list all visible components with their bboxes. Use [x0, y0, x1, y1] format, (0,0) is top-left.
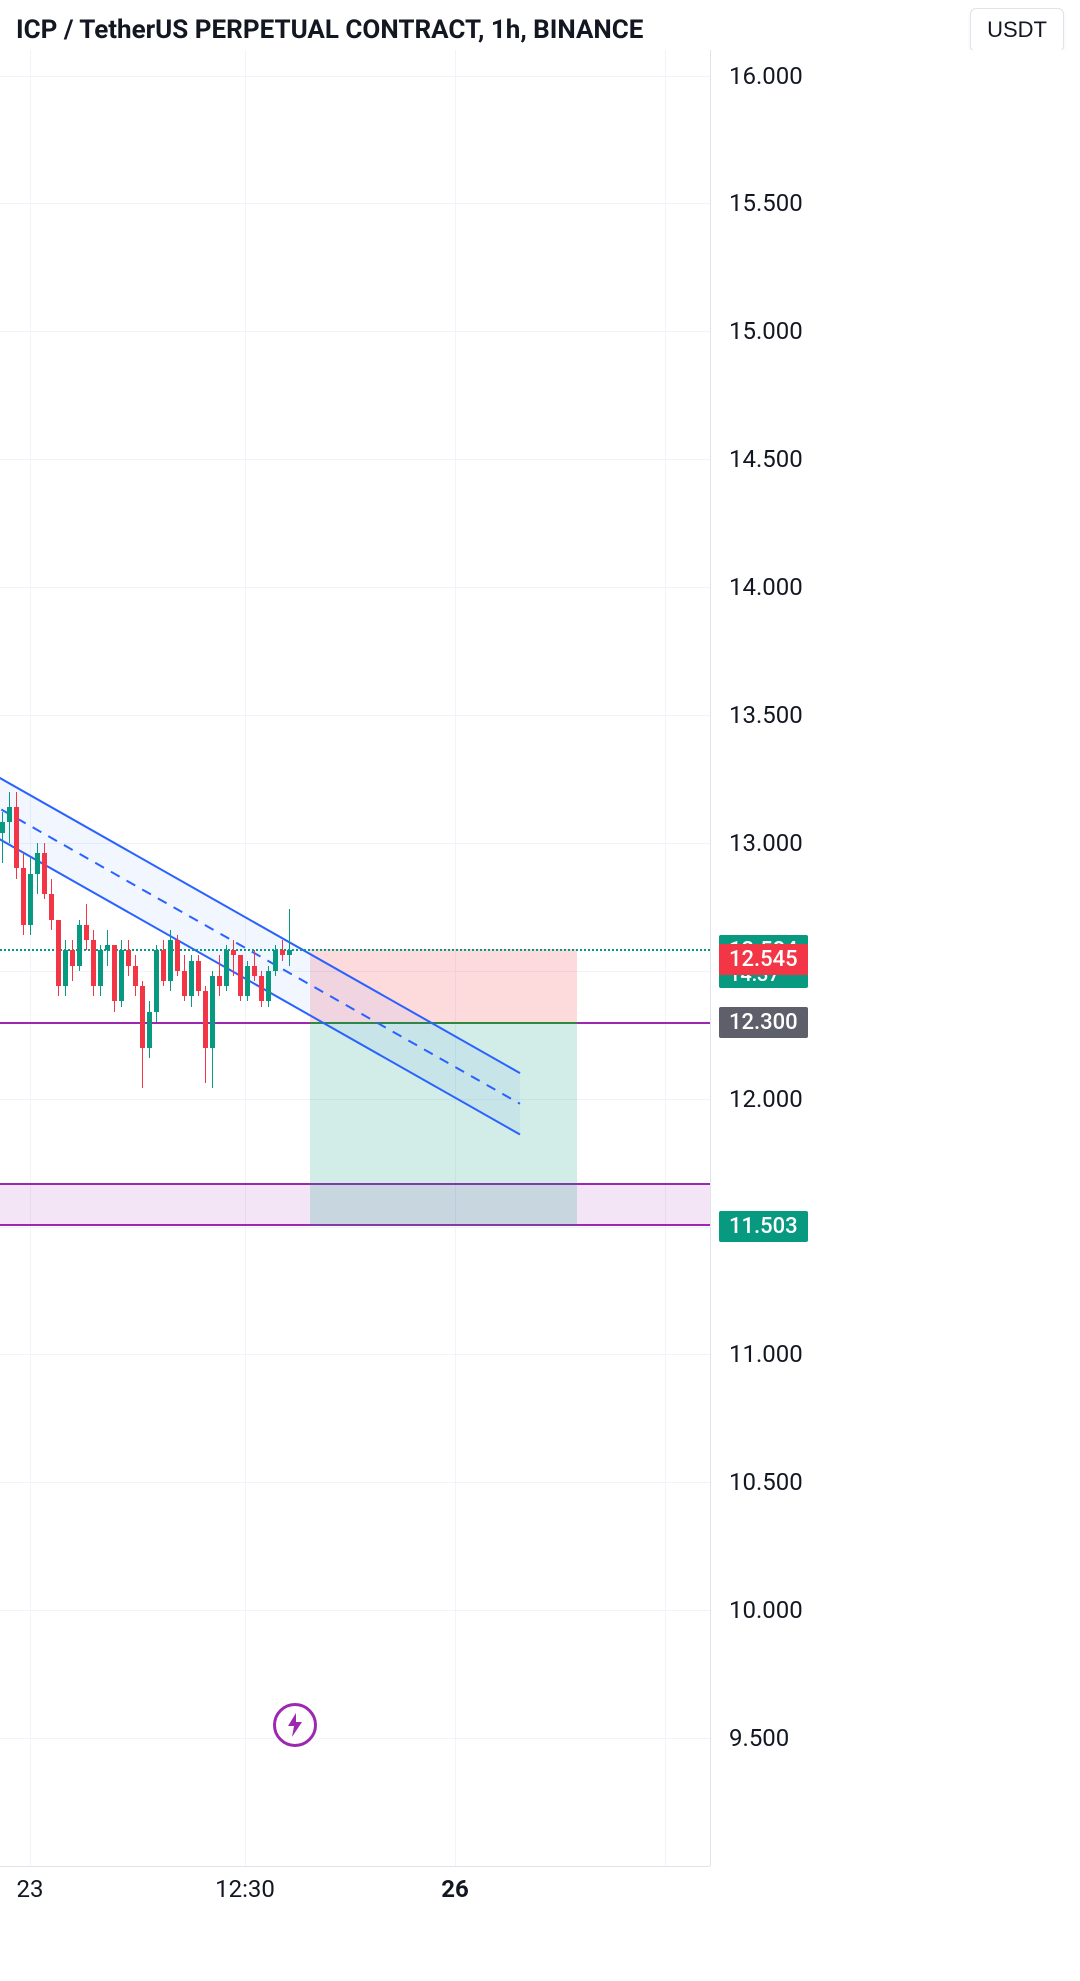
y-axis[interactable]: 16.000 15.500 15.000 14.500 14.000 13.500 13.0…	[710, 50, 1080, 1866]
y-tick-label: 15.000	[729, 317, 803, 345]
candle-wick	[233, 940, 234, 976]
chart-root: ICP / TetherUS PERPETUAL CONTRACT, 1h, B…	[0, 0, 1080, 1981]
candle-body	[105, 945, 110, 950]
y-tick-label: 11.000	[729, 1340, 803, 1368]
candle-body	[224, 950, 229, 986]
y-tick-label: 16.000	[729, 62, 803, 90]
candle-wick	[2, 812, 3, 863]
candle-body	[182, 971, 187, 997]
price-badge[interactable]: 12.300	[719, 1007, 808, 1038]
badge-text: 12.545	[729, 947, 798, 972]
price-badge[interactable]: 11.503	[719, 1211, 808, 1242]
y-tick-label: 13.000	[729, 829, 803, 857]
badge-text: 12.300	[729, 1010, 798, 1035]
lightning-icon[interactable]	[273, 1703, 317, 1747]
candle-body	[161, 950, 166, 981]
y-tick-label: 9.500	[729, 1724, 789, 1752]
candle-body	[154, 950, 159, 1011]
candle-body	[35, 853, 40, 873]
candle-body	[70, 950, 75, 965]
candle-body	[126, 950, 131, 965]
candle-body	[42, 853, 47, 894]
candle-body	[203, 991, 208, 1047]
candle-body	[140, 986, 145, 1047]
y-tick-label: 13.500	[729, 701, 803, 729]
candle-body	[287, 950, 292, 955]
candle-body	[56, 920, 61, 987]
candle-body	[147, 1012, 152, 1048]
candle-body	[84, 925, 89, 940]
candle-body	[273, 950, 278, 970]
candle-body	[238, 955, 243, 996]
candle-body	[98, 950, 103, 986]
candle-wick	[289, 909, 290, 965]
chart-header: ICP / TetherUS PERPETUAL CONTRACT, 1h, B…	[0, 0, 1080, 60]
candle-body	[259, 976, 264, 1002]
y-tick-label: 14.500	[729, 445, 803, 473]
candle-body	[245, 966, 250, 997]
y-tick-label: 14.000	[729, 573, 803, 601]
badge-text: 11.503	[729, 1214, 798, 1239]
x-axis[interactable]: 23 12:30 26	[0, 1866, 710, 1906]
candle-body	[217, 976, 222, 986]
x-tick-label: 12:30	[215, 1875, 275, 1903]
chart-title: ICP / TetherUS PERPETUAL CONTRACT, 1h, B…	[16, 15, 643, 45]
y-tick-label: 15.500	[729, 189, 803, 217]
candle-body	[175, 940, 180, 971]
candle-body	[63, 950, 68, 986]
candle-body	[196, 961, 201, 992]
candle-body	[189, 961, 194, 997]
price-badge[interactable]: 12.545	[719, 944, 808, 975]
candle-body	[7, 807, 12, 822]
candle-body	[266, 971, 271, 1002]
plot-area[interactable]	[0, 50, 710, 1866]
candle-body	[49, 894, 54, 920]
candle-body	[14, 807, 19, 868]
candle-body	[168, 940, 173, 981]
candle-body	[252, 966, 257, 976]
x-tick-label: 26	[441, 1875, 469, 1903]
candle-body	[28, 874, 33, 925]
y-tick-label: 10.000	[729, 1596, 803, 1624]
candle-body	[280, 950, 285, 955]
y-tick-label: 10.500	[729, 1468, 803, 1496]
candle-body	[119, 950, 124, 1001]
candle-body	[112, 945, 117, 1001]
candle-body	[77, 925, 82, 966]
x-tick-label: 23	[17, 1875, 44, 1903]
candle-body	[133, 966, 138, 986]
candle-body	[210, 976, 215, 1048]
candle-body	[91, 940, 96, 986]
y-tick-label: 12.000	[729, 1085, 803, 1113]
candle-body	[0, 822, 5, 832]
candle-body	[231, 950, 236, 955]
candle-body	[21, 868, 26, 924]
